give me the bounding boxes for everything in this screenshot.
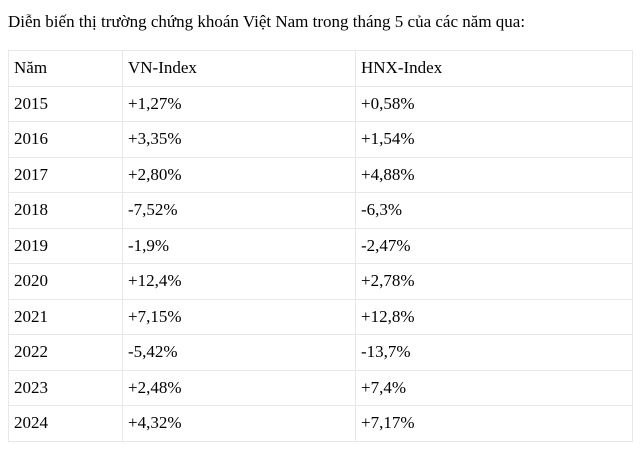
hnx-index-cell: -2,47% <box>355 227 633 264</box>
vn-index-cell: -5,42% <box>122 334 356 371</box>
hnx-index-cell: -6,3% <box>355 192 633 229</box>
page-title: Diễn biến thị trường chứng khoán Việt Na… <box>8 12 526 31</box>
column-header-hnx-index: HNX-Index <box>355 50 633 87</box>
hnx-index-cell: +4,88% <box>355 156 633 193</box>
table-row: 2019 -1,9% -2,47% <box>8 227 633 264</box>
vn-index-cell: +4,32% <box>122 405 356 442</box>
vn-index-cell: +12,4% <box>122 263 356 300</box>
table-row: 2021 +7,15% +12,8% <box>8 298 633 335</box>
year-cell: 2022 <box>8 334 123 371</box>
hnx-index-cell: +7,17% <box>355 405 633 442</box>
vn-index-cell: +1,27% <box>122 85 356 122</box>
year-cell: 2016 <box>8 121 123 158</box>
year-cell: 2019 <box>8 227 123 264</box>
table-row: 2015 +1,27% +0,58% <box>8 85 633 122</box>
vn-index-cell: +2,48% <box>122 369 356 406</box>
header-row: Năm VN-Index HNX-Index <box>8 50 633 87</box>
vn-index-cell: +3,35% <box>122 121 356 158</box>
table-row: 2022 -5,42% -13,7% <box>8 334 633 371</box>
year-cell: 2024 <box>8 405 123 442</box>
column-header-vn-index: VN-Index <box>122 50 356 87</box>
column-header-year: Năm <box>8 50 123 87</box>
hnx-index-cell: +12,8% <box>355 298 633 335</box>
market-performance-table: Năm VN-Index HNX-Index 2015 +1,27% +0,58… <box>8 50 633 442</box>
year-cell: 2015 <box>8 85 123 122</box>
year-cell: 2020 <box>8 263 123 300</box>
table-row: 2024 +4,32% +7,17% <box>8 405 633 442</box>
table-row: 2023 +2,48% +7,4% <box>8 369 633 406</box>
year-cell: 2017 <box>8 156 123 193</box>
vn-index-cell: -1,9% <box>122 227 356 264</box>
year-cell: 2018 <box>8 192 123 229</box>
hnx-index-cell: +0,58% <box>355 85 633 122</box>
table-row: 2017 +2,80% +4,88% <box>8 156 633 193</box>
hnx-index-cell: -13,7% <box>355 334 633 371</box>
hnx-index-cell: +2,78% <box>355 263 633 300</box>
table-row: 2020 +12,4% +2,78% <box>8 263 633 300</box>
vn-index-cell: -7,52% <box>122 192 356 229</box>
table-row: 2016 +3,35% +1,54% <box>8 121 633 158</box>
table-row: 2018 -7,52% -6,3% <box>8 192 633 229</box>
year-cell: 2023 <box>8 369 123 406</box>
year-cell: 2021 <box>8 298 123 335</box>
vn-index-cell: +7,15% <box>122 298 356 335</box>
hnx-index-cell: +1,54% <box>355 121 633 158</box>
hnx-index-cell: +7,4% <box>355 369 633 406</box>
vn-index-cell: +2,80% <box>122 156 356 193</box>
